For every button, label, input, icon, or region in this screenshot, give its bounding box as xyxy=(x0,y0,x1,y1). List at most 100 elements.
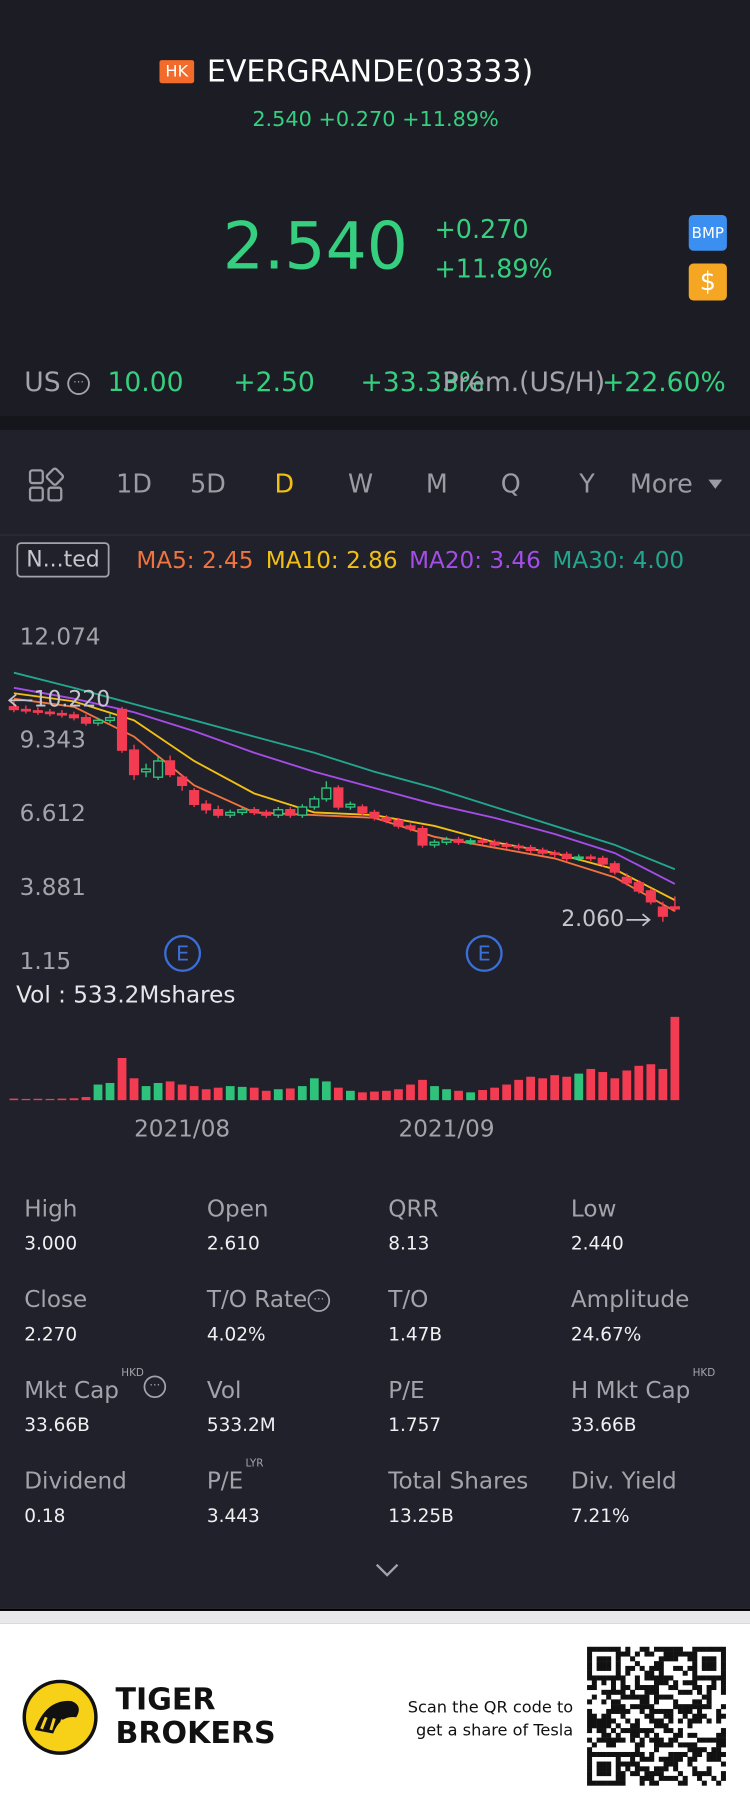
volume-bar xyxy=(382,1090,391,1101)
qr-cell xyxy=(601,1665,607,1671)
period-tab[interactable]: More xyxy=(630,468,693,498)
qr-cell xyxy=(606,1708,612,1714)
qr-cell xyxy=(634,1718,640,1724)
qr-cell xyxy=(634,1723,640,1729)
candle-body xyxy=(669,906,680,910)
layout-icon[interactable] xyxy=(28,467,65,502)
candle-body xyxy=(261,811,272,816)
qr-cell xyxy=(610,1718,616,1724)
qr-cell xyxy=(711,1751,717,1757)
info-icon[interactable] xyxy=(67,372,90,396)
candle-body xyxy=(513,845,524,849)
qr-cell xyxy=(601,1771,607,1777)
candle-body xyxy=(441,838,452,843)
qr-cell xyxy=(692,1713,698,1719)
stat-label: T/O xyxy=(387,1287,428,1313)
candle-body xyxy=(92,719,104,724)
qr-cell xyxy=(601,1713,607,1719)
period-tab[interactable]: D xyxy=(274,468,294,498)
qr-cell xyxy=(634,1747,640,1753)
qr-cell xyxy=(630,1751,636,1757)
event-marker[interactable] xyxy=(164,934,202,972)
qr-cell xyxy=(601,1732,607,1738)
period-tab[interactable]: 5D xyxy=(190,468,226,498)
period-tab[interactable]: Y xyxy=(578,468,595,498)
qr-cell xyxy=(682,1713,688,1719)
y-tick-label: 6.612 xyxy=(20,801,86,827)
period-tab[interactable]: M xyxy=(426,468,448,498)
info-dots: ··· xyxy=(313,1292,324,1306)
volume-bar xyxy=(57,1098,67,1101)
period-tab[interactable]: W xyxy=(348,468,373,498)
candle-body xyxy=(8,706,19,711)
volume-label: Vol : 533.2Mshares xyxy=(16,983,235,1009)
qr-cell xyxy=(644,1704,650,1710)
qr-cell xyxy=(687,1742,693,1748)
qr-cell xyxy=(639,1708,645,1714)
qr-cell xyxy=(692,1766,698,1772)
qr-cell xyxy=(644,1775,650,1781)
stat-value: 533.2M xyxy=(207,1415,276,1436)
stat-value: 1.47B xyxy=(388,1324,442,1345)
qr-cell xyxy=(677,1708,683,1714)
qr-cell xyxy=(606,1780,612,1786)
qr-cell xyxy=(720,1732,726,1738)
qr-cell xyxy=(601,1728,607,1734)
qr-cell xyxy=(682,1742,688,1748)
candle-body xyxy=(537,849,548,854)
period-tab[interactable]: 1D xyxy=(116,468,152,498)
stat-value: 2.610 xyxy=(207,1234,260,1255)
qr-cell xyxy=(649,1713,655,1719)
promo-line1: Scan the QR code to xyxy=(408,1698,573,1717)
event-marker[interactable] xyxy=(465,934,503,972)
qr-cell xyxy=(720,1680,726,1686)
qr-cell xyxy=(720,1685,726,1691)
qr-cell xyxy=(658,1771,664,1777)
header-price: 2.540 xyxy=(252,107,312,131)
qr-cell xyxy=(610,1680,616,1686)
qr-cell xyxy=(663,1694,669,1700)
qr-cell xyxy=(692,1651,698,1657)
dividend-badge[interactable] xyxy=(688,263,727,301)
volume-bar xyxy=(598,1072,608,1101)
qr-cell xyxy=(654,1689,660,1695)
qr-cell xyxy=(620,1713,626,1719)
qr-cell xyxy=(596,1761,602,1767)
qr-cell xyxy=(692,1656,698,1662)
stat-label: Vol xyxy=(207,1378,242,1404)
y-tick-label: 9.343 xyxy=(20,727,86,753)
qr-cell xyxy=(720,1728,726,1734)
header-change-pct: +11.89% xyxy=(402,107,499,131)
qr-cell xyxy=(620,1689,626,1695)
qr-cell xyxy=(587,1780,593,1786)
expand-chevron[interactable] xyxy=(375,1563,399,1577)
qr-cell xyxy=(644,1675,650,1681)
volume-bar xyxy=(502,1084,512,1101)
qr-cell xyxy=(682,1680,688,1686)
qr-cell xyxy=(706,1646,712,1652)
period-tab[interactable]: Q xyxy=(501,468,521,498)
qr-cell xyxy=(606,1718,612,1724)
candle-body xyxy=(633,882,644,892)
qr-cell xyxy=(639,1665,645,1671)
qr-cell xyxy=(658,1737,664,1743)
qr-cell xyxy=(625,1694,631,1700)
qr-cell xyxy=(677,1751,683,1757)
qr-cell xyxy=(677,1742,683,1748)
qr-cell xyxy=(644,1694,650,1700)
adjust-button[interactable] xyxy=(16,542,110,578)
qr-cell xyxy=(654,1685,660,1691)
info-icon[interactable] xyxy=(143,1375,167,1399)
qr-cell xyxy=(706,1771,712,1777)
bmp-badge[interactable] xyxy=(688,214,727,251)
volume-bar xyxy=(622,1070,632,1101)
info-icon[interactable] xyxy=(307,1289,331,1312)
qr-cell xyxy=(687,1680,693,1686)
qr-cell xyxy=(668,1775,674,1781)
qr-cell xyxy=(601,1780,607,1786)
qr-cell xyxy=(615,1780,621,1786)
volume-bar xyxy=(309,1078,319,1101)
qr-cell xyxy=(692,1742,698,1748)
qr-cell xyxy=(587,1756,593,1762)
premium-value: +22.60% xyxy=(602,367,726,398)
